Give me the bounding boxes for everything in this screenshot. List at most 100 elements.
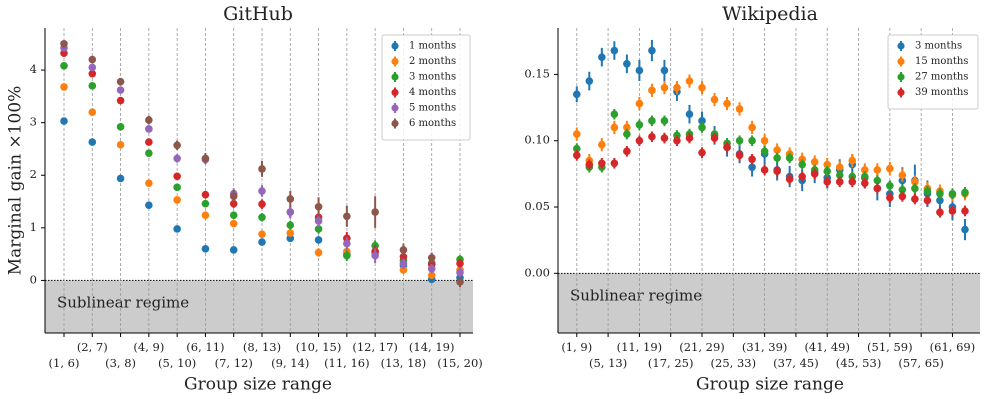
x-tick-label: (12, 17) [352, 340, 398, 354]
x-tick-label: (3, 8) [105, 356, 136, 370]
data-point [229, 211, 238, 220]
data-point [886, 164, 894, 173]
data-point [60, 62, 68, 70]
data-point [798, 160, 806, 169]
data-point [572, 90, 581, 99]
data-point [258, 187, 266, 195]
data-point [258, 238, 266, 246]
legend-marker [391, 88, 399, 97]
data-point [60, 117, 68, 125]
data-point [698, 148, 706, 157]
x-tick-label: (13, 18) [381, 356, 427, 370]
data-point [760, 136, 769, 145]
data-point [145, 138, 153, 146]
data-point [860, 172, 869, 181]
data-point [911, 178, 919, 186]
data-point [585, 160, 594, 169]
data-point [229, 219, 238, 228]
data-point [685, 134, 694, 142]
data-point [173, 154, 181, 163]
x-tick-label: (61, 69) [930, 340, 976, 354]
data-point [911, 184, 919, 193]
data-point [698, 83, 706, 92]
data-point [773, 146, 781, 154]
x-tick-label: (1, 9) [561, 340, 592, 354]
data-point [898, 192, 907, 201]
data-point [229, 199, 238, 208]
data-point [773, 154, 781, 162]
data-point [823, 160, 832, 169]
data-point [948, 207, 957, 215]
data-point [116, 96, 125, 105]
y-axis-label: Marginal gain ×100% [6, 86, 26, 276]
data-point [723, 143, 731, 152]
legend-label: 27 months [915, 72, 968, 83]
data-point [735, 151, 744, 160]
data-point [201, 245, 210, 253]
data-point [399, 246, 408, 254]
data-point [427, 271, 436, 279]
data-point [685, 110, 694, 118]
data-point [456, 268, 464, 277]
data-point [760, 166, 769, 174]
data-point [610, 159, 619, 168]
data-point [258, 213, 266, 222]
x-tick-label: (45, 53) [836, 356, 882, 370]
data-point [314, 248, 323, 257]
data-point [835, 163, 844, 172]
data-point [314, 202, 323, 211]
data-point [635, 99, 644, 108]
data-point [936, 189, 944, 198]
data-point [961, 188, 969, 197]
data-point [673, 136, 681, 145]
data-point [610, 110, 619, 118]
data-point [286, 195, 295, 203]
data-point [229, 192, 238, 201]
data-point [173, 141, 181, 150]
data-point [773, 167, 781, 176]
data-point [610, 46, 619, 55]
data-point [635, 136, 644, 145]
y-tick-label: 0 [30, 272, 37, 286]
data-point [201, 199, 210, 208]
data-point [116, 77, 125, 86]
x-tick-label: (6, 11) [186, 340, 224, 354]
x-tick-label: (37, 45) [773, 356, 819, 370]
data-point [635, 121, 644, 129]
x-tick-label: (5, 13) [589, 356, 627, 370]
data-point [860, 179, 869, 187]
data-point [648, 132, 656, 141]
data-point [848, 156, 857, 165]
data-point [427, 265, 436, 273]
data-point [88, 138, 97, 146]
data-point [343, 251, 351, 260]
x-axis-label: Group size range [696, 375, 844, 395]
legend-label: 2 months [409, 56, 456, 67]
y-tick-label: 0.15 [524, 66, 550, 80]
data-point [698, 123, 706, 132]
data-point [173, 183, 181, 192]
data-point [798, 172, 806, 181]
data-point [343, 212, 351, 221]
annotation: Sublinear regime [57, 293, 189, 311]
y-tick-label: 0.00 [524, 265, 550, 279]
data-point [810, 158, 819, 166]
x-tick-label: (1, 6) [49, 356, 80, 370]
data-point [116, 140, 125, 149]
y-tick-label: 3 [30, 115, 37, 129]
x-tick-label: (11, 16) [324, 356, 370, 370]
x-tick-label: (11, 19) [617, 340, 663, 354]
data-point [835, 178, 844, 186]
x-tick-label: (57, 65) [898, 356, 944, 370]
data-point [572, 130, 581, 138]
x-tick-label: (8, 13) [243, 340, 281, 354]
data-point [660, 83, 669, 92]
data-point [173, 196, 181, 204]
data-point [201, 211, 210, 220]
data-point [623, 147, 631, 156]
legend-box [887, 34, 979, 110]
data-point [598, 53, 606, 61]
data-point [936, 208, 944, 217]
data-point [785, 175, 794, 183]
data-point [810, 170, 819, 178]
